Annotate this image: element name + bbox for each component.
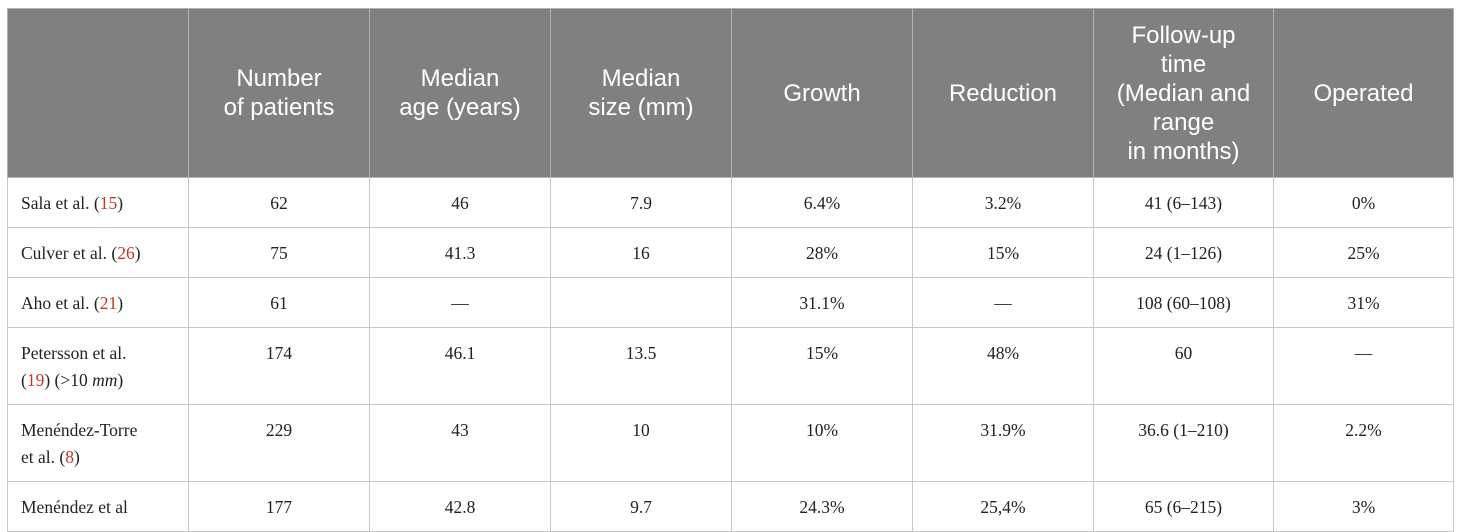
median-size-cell: 7.9 — [550, 177, 732, 228]
header-row: Number of patients Median age (years) Medi… — [7, 8, 1454, 178]
median-size-cell: 13.5 — [550, 327, 732, 405]
median-age-cell: 43 — [369, 404, 551, 482]
median-age-cell: 41.3 — [369, 227, 551, 278]
median-size-cell — [550, 277, 732, 328]
study-cell: Menéndez-Torre et al. (8) — [7, 404, 189, 482]
study-cell: Aho et al. (21) — [7, 277, 189, 328]
follow-up-cell: 108 (60–108) — [1093, 277, 1274, 328]
header-operated: Operated — [1273, 8, 1454, 178]
median-size-cell: 10 — [550, 404, 732, 482]
follow-up-cell: 60 — [1093, 327, 1274, 405]
header-median-size: Median size (mm) — [550, 8, 732, 178]
median-age-cell: 46 — [369, 177, 551, 228]
study-name: Sala et al. ( — [21, 193, 100, 213]
follow-up-cell: 65 (6–215) — [1093, 481, 1274, 532]
operated-cell: 3% — [1273, 481, 1454, 532]
number-of-patients-cell: 177 — [188, 481, 370, 532]
header-study — [7, 8, 189, 178]
header-follow-up-time: Follow-up time (Median and range in months) — [1093, 8, 1274, 178]
median-age-cell: — — [369, 277, 551, 328]
operated-cell: 25% — [1273, 227, 1454, 278]
reduction-cell: — — [912, 277, 1094, 328]
reference-link[interactable]: 19 — [26, 370, 45, 390]
growth-cell: 15% — [731, 327, 913, 405]
median-age-cell: 46.1 — [369, 327, 551, 405]
study-name: Menéndez-Torre — [21, 420, 138, 440]
reduction-cell: 15% — [912, 227, 1094, 278]
growth-cell: 10% — [731, 404, 913, 482]
number-of-patients-cell: 62 — [188, 177, 370, 228]
reduction-cell: 48% — [912, 327, 1094, 405]
study-cell: Menéndez et al — [7, 481, 189, 532]
study-name-prefix: et al. ( — [21, 447, 66, 467]
growth-cell: 6.4% — [731, 177, 913, 228]
number-of-patients-cell: 61 — [188, 277, 370, 328]
reduction-cell: 3.2% — [912, 177, 1094, 228]
follow-up-cell: 36.6 (1–210) — [1093, 404, 1274, 482]
reference-link[interactable]: 21 — [99, 293, 118, 313]
growth-cell: 24.3% — [731, 481, 913, 532]
study-name: Culver et al. ( — [21, 243, 118, 263]
study-name: Aho et al. ( — [21, 293, 100, 313]
reduction-cell: 25,4% — [912, 481, 1094, 532]
table-row: Menéndez et al 177 42.8 9.7 24.3% 25,4% … — [7, 481, 1454, 532]
study-name: Menéndez et al — [21, 497, 128, 517]
reference-link[interactable]: 15 — [99, 193, 118, 213]
header-growth: Growth — [731, 8, 913, 178]
table-row: Aho et al. (21) 61 — 31.1% — 108 (60–108… — [7, 277, 1454, 328]
median-size-cell: 9.7 — [550, 481, 732, 532]
number-of-patients-cell: 229 — [188, 404, 370, 482]
unit-label: mm — [92, 370, 118, 390]
study-name: Petersson et al. — [21, 343, 127, 363]
header-reduction: Reduction — [912, 8, 1094, 178]
reference-link[interactable]: 26 — [117, 243, 135, 263]
study-name-suffix: ) — [117, 293, 124, 313]
study-cell: Petersson et al. (19) (>10 mm) — [7, 327, 189, 405]
studies-table: Number of patients Median age (years) Medi… — [7, 8, 1454, 532]
table-row: Menéndez-Torre et al. (8) 229 43 10 10% 3… — [7, 404, 1454, 482]
growth-cell: 28% — [731, 227, 913, 278]
operated-cell: 31% — [1273, 277, 1454, 328]
study-name-suffix: ) — [117, 193, 124, 213]
header-median-age: Median age (years) — [369, 8, 551, 178]
table-row: Culver et al. (26) 75 41.3 16 28% 15% 24… — [7, 227, 1454, 278]
study-cell: Culver et al. (26) — [7, 227, 189, 278]
table-row: Sala et al. (15) 62 46 7.9 6.4% 3.2% 41 … — [7, 177, 1454, 228]
growth-cell: 31.1% — [731, 277, 913, 328]
median-size-cell: 16 — [550, 227, 732, 278]
study-name-suffix: ) — [73, 447, 80, 467]
study-name-suffix: ) (>10 — [44, 370, 93, 390]
study-name-close: ) — [117, 370, 124, 390]
study-name-suffix: ) — [134, 243, 141, 263]
operated-cell: 2.2% — [1273, 404, 1454, 482]
follow-up-cell: 24 (1–126) — [1093, 227, 1274, 278]
follow-up-cell: 41 (6–143) — [1093, 177, 1274, 228]
operated-cell: — — [1273, 327, 1454, 405]
median-age-cell: 42.8 — [369, 481, 551, 532]
study-cell: Sala et al. (15) — [7, 177, 189, 228]
operated-cell: 0% — [1273, 177, 1454, 228]
header-number-of-patients: Number of patients — [188, 8, 370, 178]
number-of-patients-cell: 75 — [188, 227, 370, 278]
reference-link[interactable]: 8 — [65, 447, 74, 467]
number-of-patients-cell: 174 — [188, 327, 370, 405]
reduction-cell: 31.9% — [912, 404, 1094, 482]
study-name-prefix: ( — [21, 370, 27, 390]
table-row: Petersson et al. (19) (>10 mm) 174 46.1 1… — [7, 327, 1454, 405]
